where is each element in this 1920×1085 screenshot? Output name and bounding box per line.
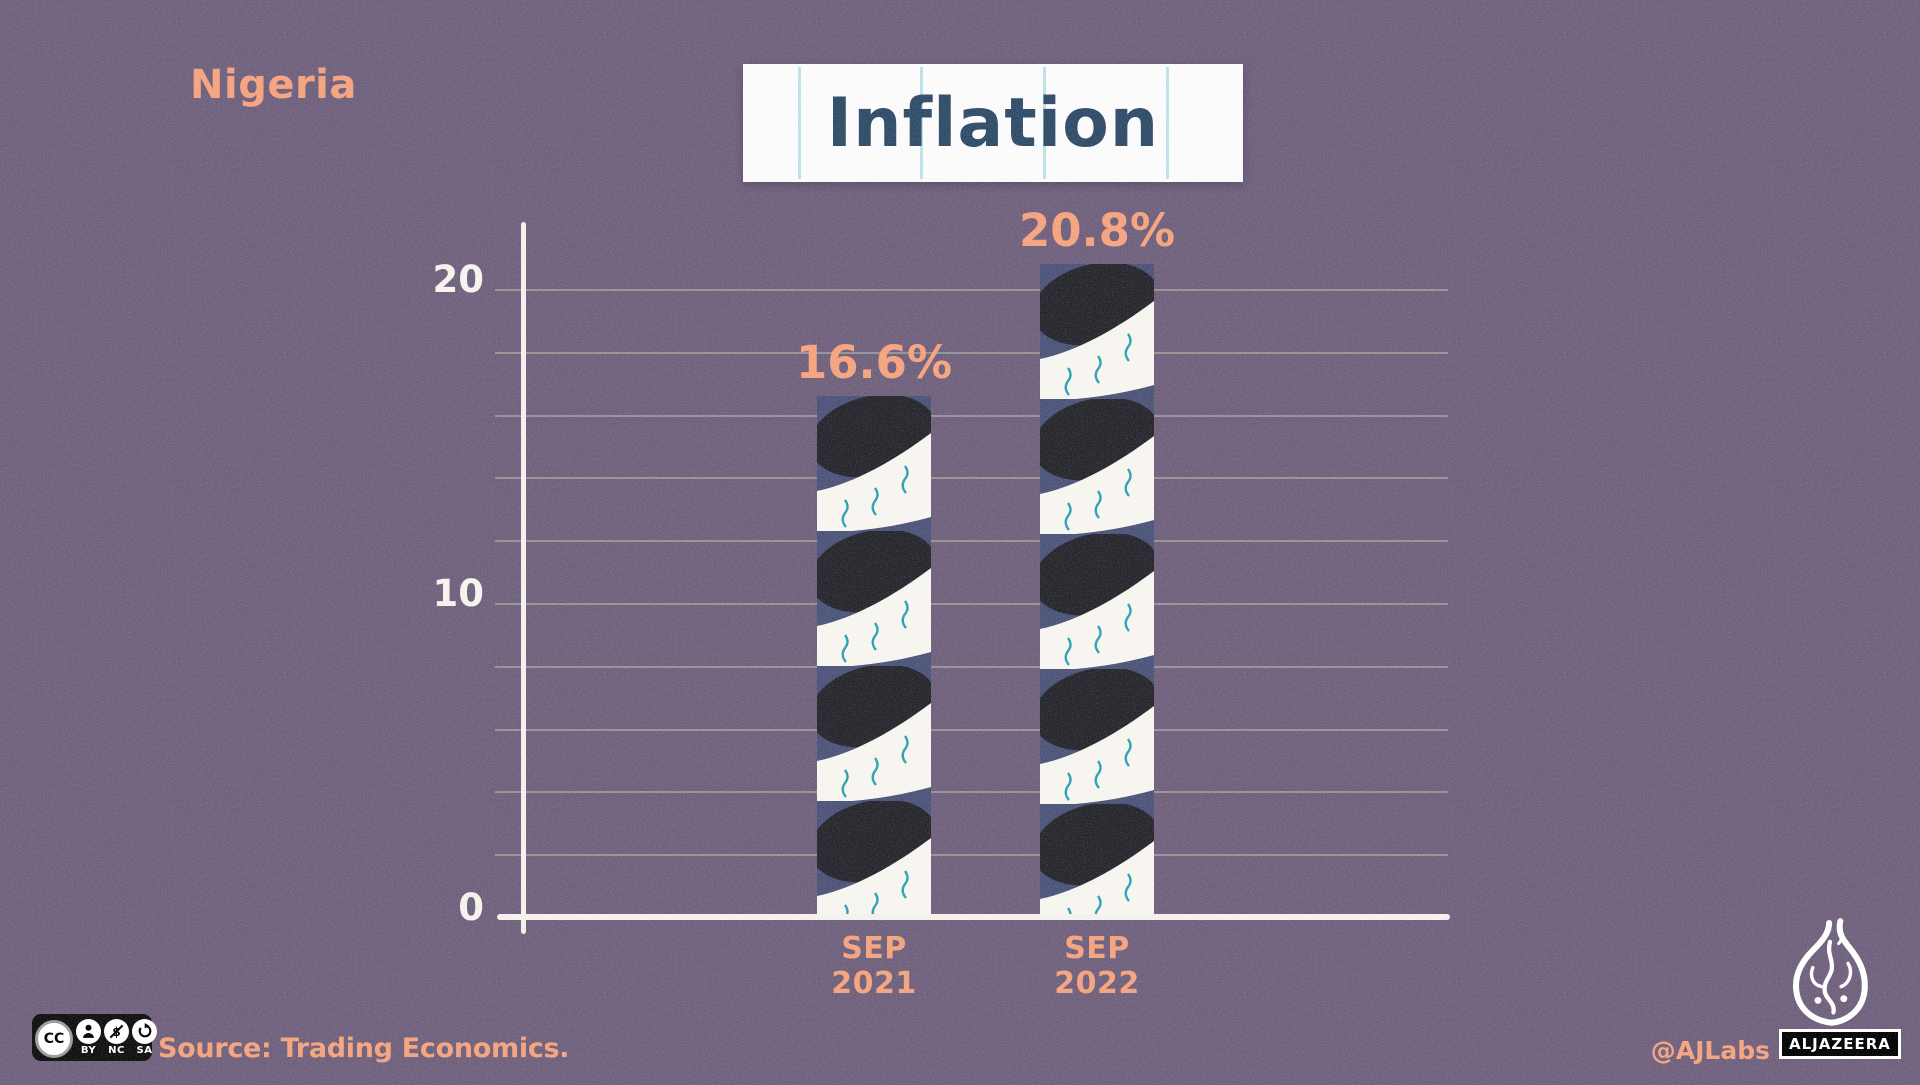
bar-sep-2022: [1040, 264, 1154, 917]
gridline: [495, 289, 1448, 291]
license-label: SA: [136, 1045, 153, 1056]
person-icon: [76, 1019, 101, 1044]
region-label: Nigeria: [190, 62, 357, 108]
x-axis-line: [497, 914, 1450, 920]
gridline: [495, 414, 1448, 417]
gridline: [495, 603, 1448, 605]
gridline: [495, 728, 1448, 731]
gridline: [495, 477, 1448, 480]
gridline: [495, 791, 1448, 794]
bar-sep-2021: [817, 396, 931, 917]
chart-title: Inflation: [826, 83, 1160, 163]
aljazeera-wordmark: ALJAZEERA: [1779, 1029, 1901, 1059]
y-axis-line: [521, 222, 526, 934]
aljazeera-flame-logo: [1787, 916, 1873, 1028]
ajlabs-credit: @AJLabs: [1650, 1036, 1770, 1065]
x-category-label: SEP 2021: [831, 931, 917, 1001]
source-text: Source: Trading Economics.: [158, 1033, 570, 1064]
cc-license-badge[interactable]: CC BY $ NC SA: [32, 1014, 157, 1061]
license-label: NC: [108, 1045, 125, 1056]
no-dollar-icon: $: [104, 1019, 129, 1044]
gridline: [495, 665, 1448, 668]
gridline: [495, 540, 1448, 543]
cc-icon: CC: [35, 1019, 73, 1058]
y-tick-label: 10: [432, 572, 485, 615]
cc-icon-text: CC: [43, 1030, 65, 1047]
notebook-line: [1166, 67, 1169, 179]
gridline: [495, 854, 1448, 857]
bar-value-label: 20.8%: [1018, 204, 1176, 257]
license-label: BY: [80, 1045, 97, 1056]
y-tick-label: 20: [432, 258, 485, 301]
chart-title-box: Inflation: [743, 64, 1243, 182]
notebook-line: [798, 67, 801, 179]
share-alike-arrow-icon: [132, 1019, 157, 1044]
bar-value-label: 16.6%: [795, 336, 953, 389]
y-tick-label: 0: [458, 886, 484, 929]
x-category-label: SEP 2022: [1054, 931, 1140, 1001]
